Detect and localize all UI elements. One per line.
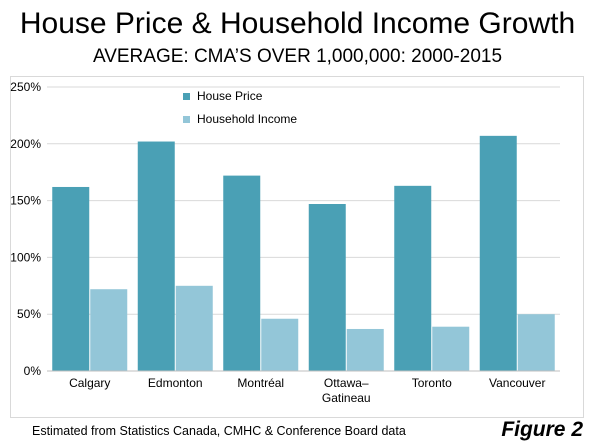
chart-subtitle: AVERAGE: CMA’S OVER 1,000,000: 2000-2015 <box>92 46 503 67</box>
chart-title: House Price & Household Income Growth <box>19 7 576 40</box>
bar-chart: 0% 50% 100% 150% 200% 250% Calgary Edmonton Mont… <box>10 80 560 405</box>
bar-household-income <box>346 328 384 371</box>
chart-area-border <box>10 76 584 418</box>
y-tick-label: 50% <box>17 307 41 321</box>
x-tick-label: Ottawa– Gatineau <box>322 376 371 405</box>
bar-household-income <box>432 326 470 371</box>
bar-household-income <box>261 318 299 371</box>
legend-swatch <box>183 93 190 100</box>
legend-swatch <box>183 116 190 123</box>
bar-house-price <box>479 135 517 371</box>
figure-label: Figure 2 <box>501 418 583 441</box>
y-tick-label: 250% <box>10 80 41 94</box>
y-tick-label: 0% <box>24 364 42 378</box>
bar-house-price <box>223 175 261 371</box>
bar-house-price <box>394 185 432 371</box>
x-tick-label: Edmonton <box>148 376 203 390</box>
y-tick-label: 150% <box>10 194 41 208</box>
bar-household-income <box>90 289 128 371</box>
source-note: Estimated from Statistics Canada, CMHC &… <box>32 424 406 438</box>
bar-household-income <box>517 314 555 371</box>
y-tick-label: 200% <box>10 137 41 151</box>
x-tick-label: Toronto <box>412 376 452 390</box>
x-tick-label: Calgary <box>69 376 110 390</box>
x-tick-label: Vancouver <box>489 376 545 390</box>
legend-label: House Price <box>197 89 263 103</box>
bar-house-price <box>137 141 175 371</box>
bar-house-price <box>52 186 90 371</box>
bar-house-price <box>308 204 346 371</box>
x-tick-label: Montréal <box>237 376 284 390</box>
legend-label: Household Income <box>197 112 297 126</box>
y-tick-label: 100% <box>10 250 41 264</box>
bar-household-income <box>175 285 213 371</box>
